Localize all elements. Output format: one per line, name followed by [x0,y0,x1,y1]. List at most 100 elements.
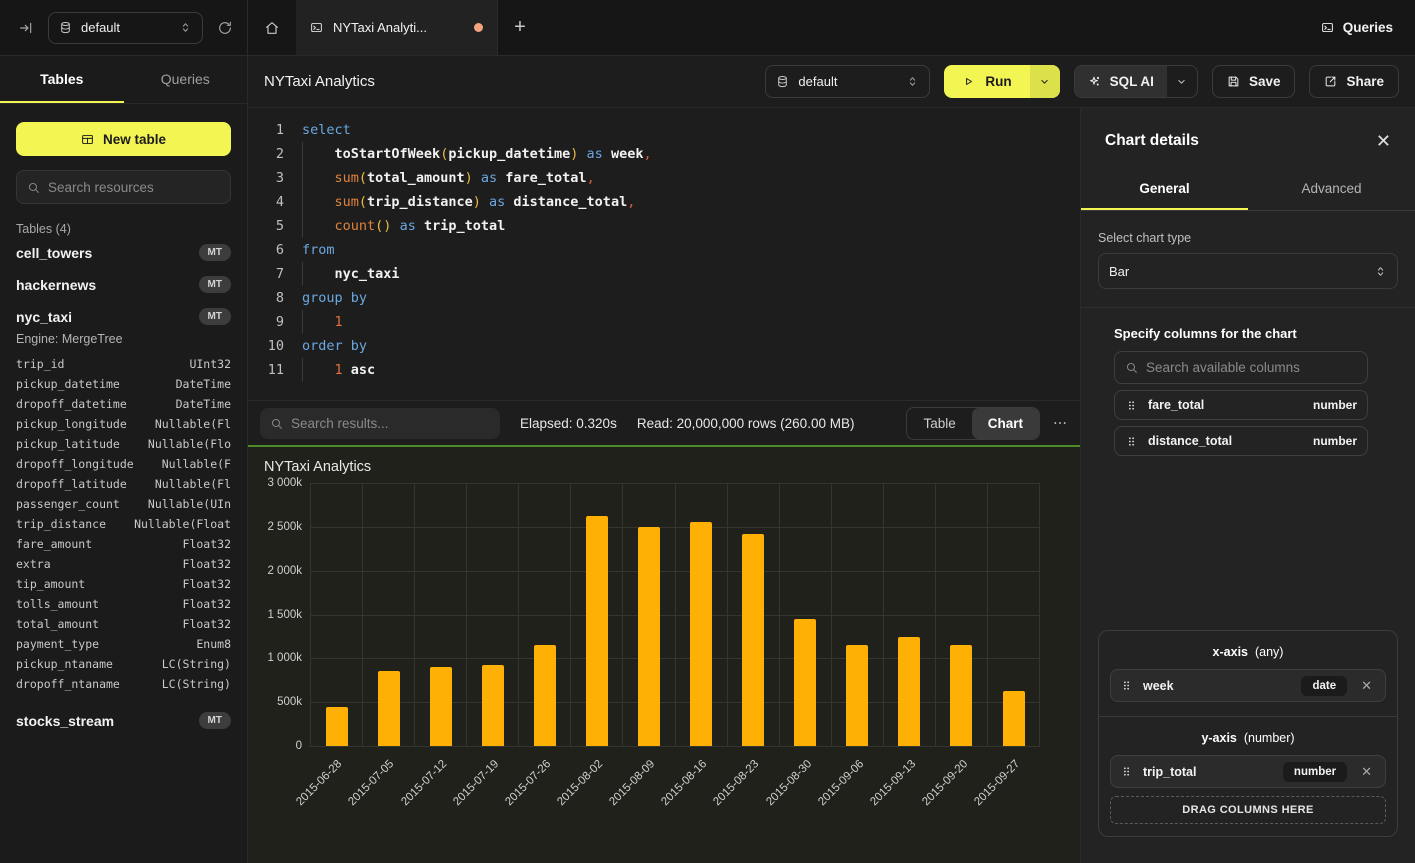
run-button[interactable]: Run [944,65,1060,98]
remove-column-icon[interactable]: ✕ [1357,678,1376,694]
tables-section-label: Tables (4) [16,222,71,236]
save-button[interactable]: Save [1211,65,1296,98]
panel-body: Select chart type Bar Specify columns fo… [1081,211,1415,863]
bar-2015-07-12 [429,667,452,746]
columns-list: trip_id UInt32 pickup_datetime DateTime drop… [16,354,231,694]
y-tick-label: 500k [277,696,302,709]
line-number: 9 [275,314,284,330]
sidebar-search[interactable] [16,170,231,204]
bar-slot [934,483,987,746]
table-name: stocks_stream [16,712,115,729]
drag-handle-icon[interactable] [1125,435,1138,448]
terminal-icon [310,21,323,34]
drag-handle-icon[interactable] [1125,399,1138,412]
column-row: dropoff_datetime DateTime [16,394,231,414]
tab-title: NYTaxi Analyti... [333,20,427,35]
home-button[interactable] [248,0,296,55]
table-name: hackernews [16,276,97,293]
engine-badge: MT [198,276,231,293]
tab-nytaxi-analytics[interactable]: NYTaxi Analyti... [296,0,498,55]
new-tab-button[interactable]: + [514,15,526,38]
column-row: pickup_latitude Nullable(Flo [16,434,231,454]
collapse-sidebar-icon[interactable] [18,20,34,36]
bar-2015-07-05 [377,670,400,746]
sql-ai-chevron[interactable] [1167,66,1197,97]
bar-slots [310,483,1041,746]
line-number: 8 [275,290,284,306]
column-name: trip_distance [16,517,107,531]
code-line: 7 nyc_taxi [248,262,1080,286]
results-search-input[interactable] [291,415,490,431]
y-axis-labels: 3 000k 2 500k 2 000k 1 500k 1 000k 500k 0 [264,477,310,752]
available-column-fare_total[interactable]: fare_total number [1114,390,1368,420]
drag-handle-icon[interactable] [1120,765,1133,778]
column-type: Float32 [182,577,231,591]
column-name: tip_amount [16,577,86,591]
sql-ai-button[interactable]: SQL AI [1073,65,1198,98]
line-number: 1 [275,122,284,138]
available-column-distance_total[interactable]: distance_total number [1114,426,1368,456]
drag-handle-icon[interactable] [1120,679,1133,692]
column-type: Float32 [182,597,231,611]
table-row-cell_towers[interactable]: cell_towers MT [16,236,231,268]
tables-list: cell_towers MT hackernews MT nyc_taxi MT Engin… [16,236,231,736]
bar-2015-07-26 [533,645,556,746]
app-frame: Tables Queries New table Tables (4) cell_… [0,56,1415,863]
line-number: 2 [275,146,284,162]
share-button[interactable]: Share [1309,65,1399,98]
column-type: Nullable(Fl [154,417,231,431]
remove-column-icon[interactable]: ✕ [1357,764,1376,780]
column-row: pickup_datetime DateTime [16,374,231,394]
sql-editor[interactable]: 1 select 2 toStartOfWeek(pickup_datetime) … [248,108,1080,400]
refresh-button[interactable] [217,20,233,36]
sidebar-tab-tables[interactable]: Tables [0,56,124,103]
columns-search-input[interactable] [1146,360,1357,375]
view-toggle-table[interactable]: Table [923,415,956,431]
new-table-button[interactable]: New table [16,122,231,156]
column-type: number [1312,434,1357,448]
bar-slot [778,483,831,746]
chart-type-select[interactable]: Bar [1098,253,1398,289]
bar-slot [674,483,727,746]
header-database-selector[interactable]: default [765,65,931,98]
table-icon [81,133,94,146]
column-row: tip_amount Float32 [16,574,231,594]
column-row: passenger_count Nullable(UIn [16,494,231,514]
queries-button[interactable]: Queries [1321,20,1393,35]
results-search[interactable] [260,407,500,439]
sidebar-search-input[interactable] [48,179,220,195]
column-name: dropoff_latitude [16,477,127,491]
columns-search[interactable] [1114,351,1368,384]
column-name: passenger_count [16,497,120,511]
x-tick-cell: 2015-09-20 [920,746,988,824]
updown-chevron-icon [179,21,192,34]
table-row-nyc_taxi[interactable]: nyc_taxi MT [16,300,231,332]
panel-tab-general[interactable]: General [1081,168,1248,210]
table-row-stocks_stream[interactable]: stocks_stream MT [16,704,231,736]
line-number: 3 [275,170,284,186]
code-line: 1 select [248,118,1080,142]
line-code: order by [302,338,368,354]
search-icon [1125,361,1138,374]
y-tick-label: 1 000k [267,652,302,665]
line-code: sum(total_amount) as fare_total, [302,166,595,190]
more-options-icon[interactable] [1052,415,1068,431]
panel-tab-advanced[interactable]: Advanced [1301,180,1362,196]
x-tick-cell: 2015-08-16 [659,746,727,824]
database-selector[interactable]: default [48,11,203,44]
y-tick-label: 2 500k [267,520,302,533]
x-tick-cell: 2015-07-05 [347,746,414,824]
table-row-hackernews[interactable]: hackernews MT [16,268,231,300]
indent-guide [302,166,303,190]
column-name: trip_total [1143,764,1197,779]
view-toggle-chart[interactable]: Chart [971,407,1039,439]
close-icon[interactable]: ✕ [1375,131,1391,151]
axis-column-week[interactable]: week date ✕ [1110,669,1386,702]
new-table-label: New table [102,131,167,147]
run-options-chevron[interactable] [1029,65,1060,98]
axis-column-trip_total[interactable]: trip_total number ✕ [1110,755,1386,788]
drag-columns-dropzone[interactable]: DRAG COLUMNS HERE [1110,796,1386,824]
run-label: Run [985,74,1012,89]
line-code: nyc_taxi [302,262,400,286]
sidebar-tab-queries[interactable]: Queries [160,70,210,87]
